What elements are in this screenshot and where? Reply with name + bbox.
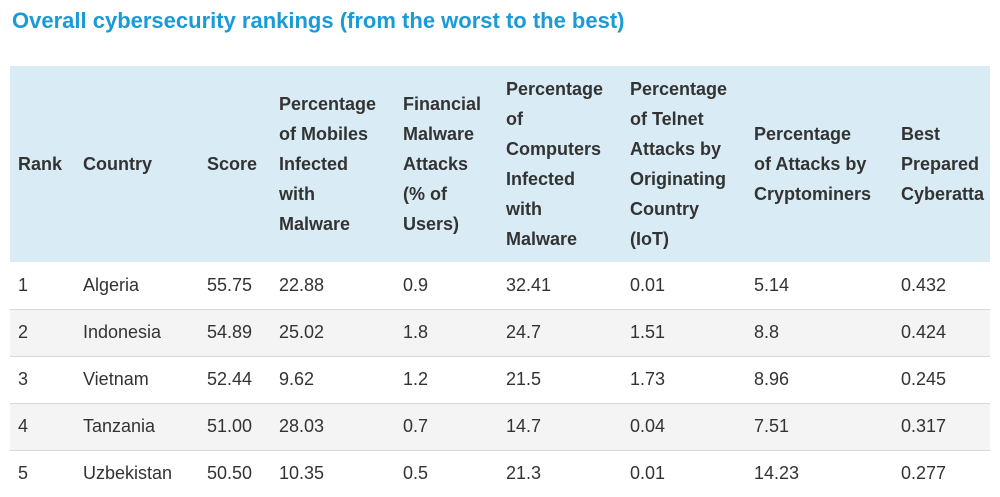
column-header-mobiles-infected: Percentage of Mobiles Infected with Malware (279, 94, 377, 234)
table-cell-financial-malware: 0.5 (403, 463, 429, 484)
table-cell-telnet-attacks: 1.73 (630, 369, 666, 389)
table-cell-financial-malware: 0.9 (403, 274, 429, 295)
column-header-telnet-attacks: Percentage of Telnet Attacks by Originating… (630, 79, 728, 249)
table-cell-rank: 2 (18, 322, 29, 342)
table-cell-best-prepared: 0.432 (901, 274, 947, 295)
column-header-computers-infected: Percentage of Computers Infected with Malware (506, 79, 604, 249)
column-header-best-prepared: Best Prepared Cyberatta (901, 124, 985, 204)
table-cell-telnet-attacks: 0.01 (630, 274, 666, 295)
table-cell-computers-infected: 24.7 (506, 322, 542, 342)
rankings-table-container: Rank Country Score Percentage of Mobiles Infe… (10, 66, 990, 497)
table-cell-score: 51.00 (207, 416, 253, 436)
table-cell-best-prepared: 0.317 (901, 416, 947, 436)
table-cell-score: 50.50 (207, 463, 253, 484)
column-header-country: Country (83, 154, 152, 174)
table-cell-rank: 5 (18, 463, 29, 484)
table-cell-cryptominers: 14.23 (754, 463, 800, 484)
table-cell-financial-malware: 1.2 (403, 369, 429, 389)
table-row: 4 Tanzania 51.00 28.03 0.7 14.7 0.04 7.51 0.317 (10, 403, 990, 450)
table-cell-best-prepared: 0.424 (901, 322, 947, 342)
table-cell-country: Indonesia (83, 322, 162, 342)
table-cell-country: Vietnam (83, 369, 149, 389)
table-cell-mobiles-infected: 28.03 (279, 416, 325, 436)
table-cell-country: Uzbekistan (83, 463, 173, 484)
table-cell-cryptominers: 5.14 (754, 274, 790, 295)
table-cell-mobiles-infected: 9.62 (279, 369, 315, 389)
column-header-cryptominers: Percentage of Attacks by Cryptominers (754, 124, 872, 204)
table-cell-telnet-attacks: 0.01 (630, 463, 666, 484)
table-body: 1 Algeria 55.75 22.88 0.9 32.41 0.01 5.14 0.432 2… (10, 262, 990, 497)
table-cell-financial-malware: 1.8 (403, 322, 429, 342)
table-cell-rank: 1 (18, 274, 29, 295)
page-title: Overall cybersecurity rankings (from the… (12, 8, 625, 33)
table-cell-score: 52.44 (207, 369, 253, 389)
rankings-table: Rank Country Score Percentage of Mobiles Infe… (10, 66, 990, 497)
table-row: 5 Uzbekistan 50.50 10.35 0.5 21.3 0.01 14.23 0.2… (10, 450, 990, 497)
table-cell-country: Algeria (83, 274, 140, 295)
table-cell-country: Tanzania (83, 416, 156, 436)
table-row: 1 Algeria 55.75 22.88 0.9 32.41 0.01 5.14 0.432 (10, 262, 990, 309)
table-cell-computers-infected: 14.7 (506, 416, 542, 436)
table-cell-financial-malware: 0.7 (403, 416, 429, 436)
column-header-score: Score (207, 154, 258, 174)
table-cell-cryptominers: 8.8 (754, 322, 780, 342)
table-cell-cryptominers: 7.51 (754, 416, 790, 436)
table-cell-telnet-attacks: 0.04 (630, 416, 666, 436)
table-cell-computers-infected: 21.5 (506, 369, 542, 389)
table-cell-score: 55.75 (207, 274, 253, 295)
column-header-rank: Rank (18, 154, 63, 174)
table-cell-mobiles-infected: 25.02 (279, 322, 325, 342)
table-cell-computers-infected: 21.3 (506, 463, 542, 484)
column-header-financial-malware: Financial Malware Attacks (% of Users) (403, 94, 482, 234)
table-cell-score: 54.89 (207, 322, 253, 342)
table-cell-rank: 4 (18, 416, 29, 436)
table-cell-rank: 3 (18, 369, 29, 389)
table-cell-computers-infected: 32.41 (506, 274, 552, 295)
table-row: 2 Indonesia 54.89 25.02 1.8 24.7 1.51 8.8 0.424 (10, 309, 990, 356)
table-cell-mobiles-infected: 22.88 (279, 274, 325, 295)
table-header-row: Rank Country Score Percentage of Mobiles Infe… (10, 66, 990, 262)
table-cell-best-prepared: 0.277 (901, 463, 947, 484)
table-cell-cryptominers: 8.96 (754, 369, 790, 389)
table-cell-telnet-attacks: 1.51 (630, 322, 666, 342)
table-cell-mobiles-infected: 10.35 (279, 463, 325, 484)
table-cell-best-prepared: 0.245 (901, 369, 947, 389)
table-row: 3 Vietnam 52.44 9.62 1.2 21.5 1.73 8.96 0.245 (10, 356, 990, 403)
